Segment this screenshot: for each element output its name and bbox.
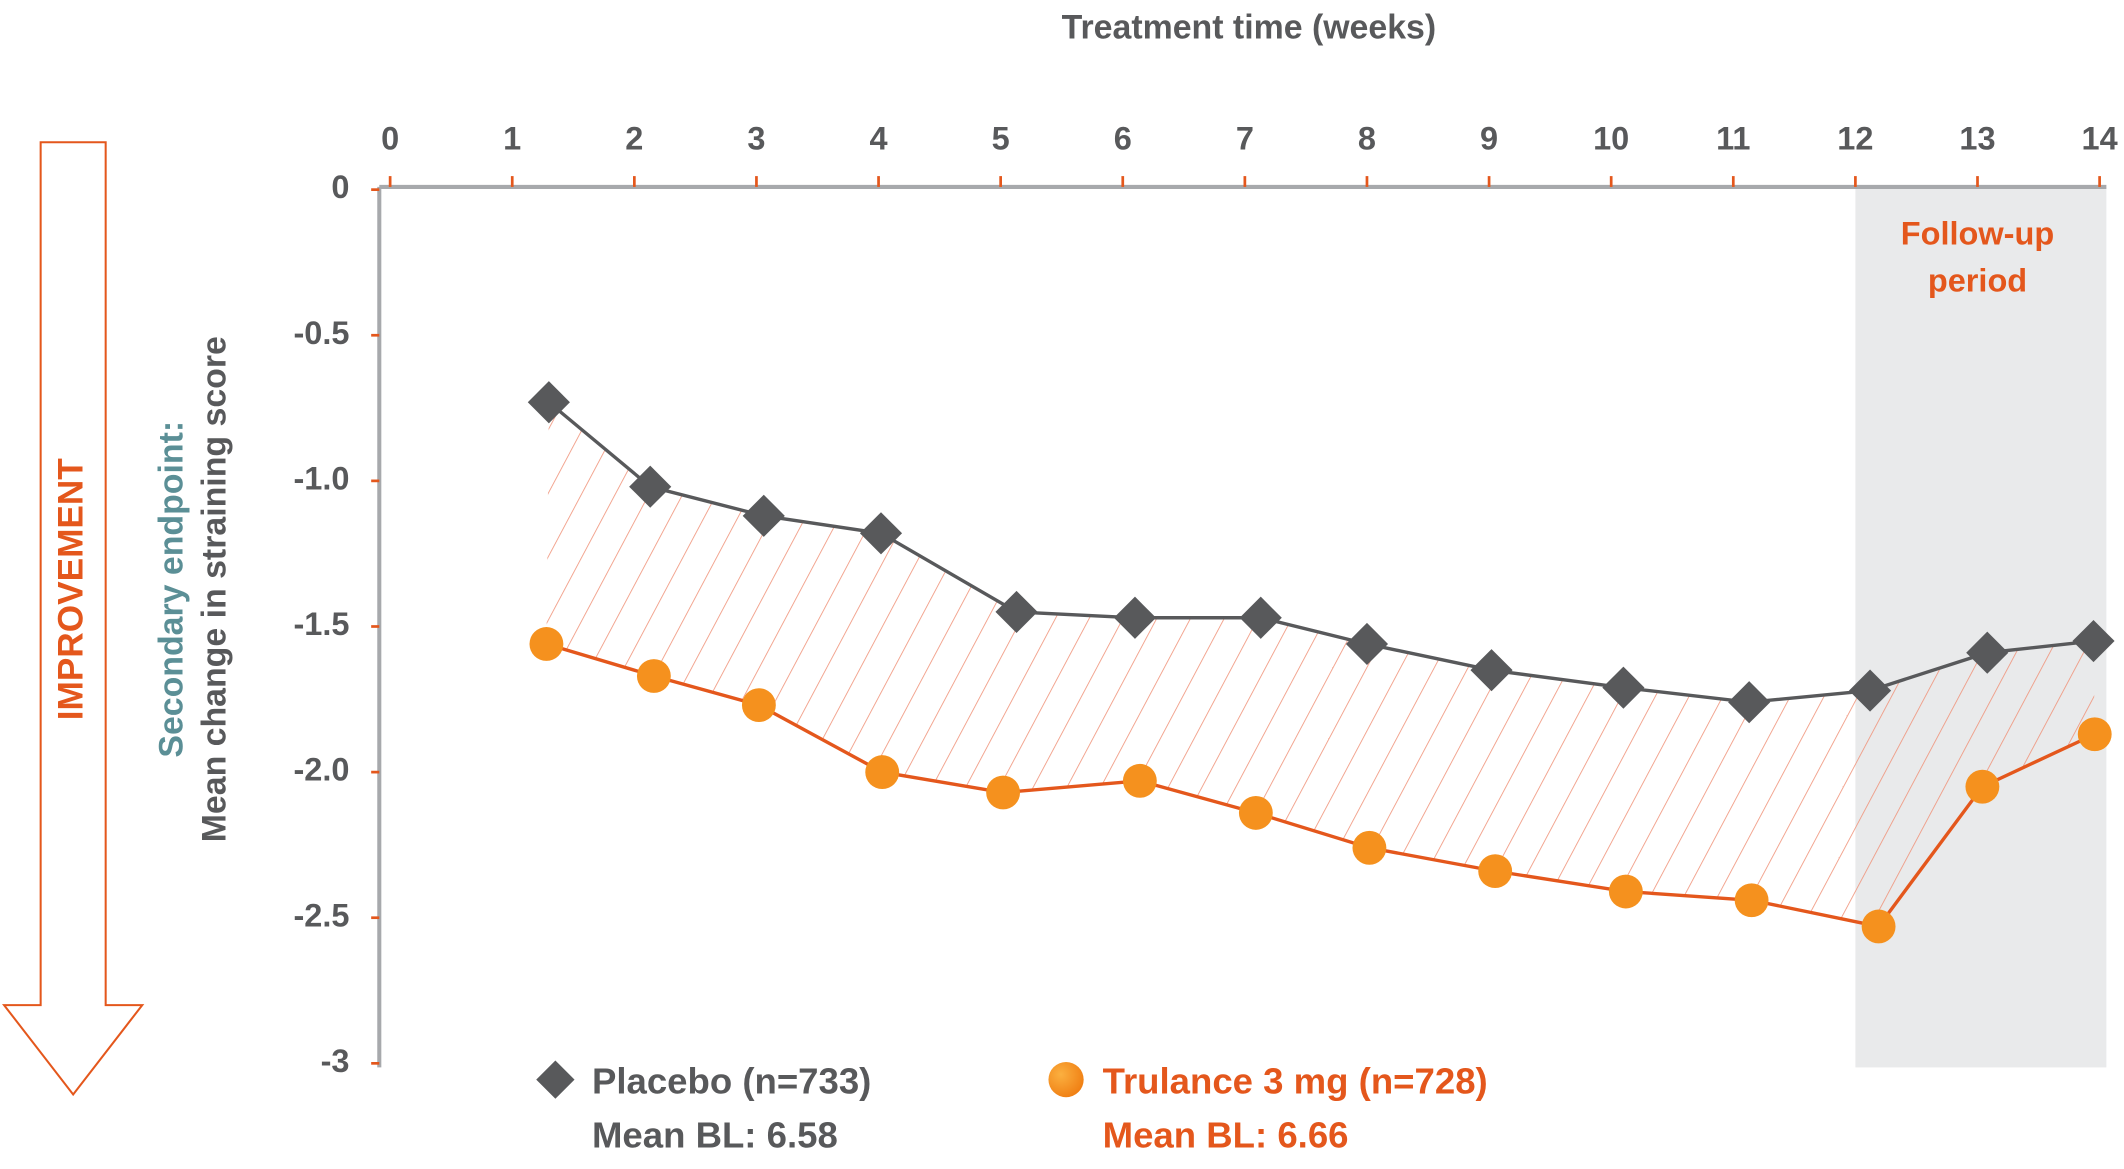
- trulance-marker: [986, 775, 1021, 810]
- x-tick-label: 1: [503, 120, 521, 156]
- y-tick-label: -0.5: [293, 315, 349, 351]
- trulance-marker: [1478, 854, 1513, 889]
- placebo-marker: [1728, 681, 1771, 724]
- trulance-marker: [741, 688, 776, 723]
- difference-hatch: [546, 402, 2095, 927]
- follow-up-label: Follow-up: [1901, 215, 2054, 251]
- y-tick-label: -1.5: [293, 606, 349, 642]
- legend-label: Placebo (n=733): [592, 1060, 871, 1101]
- legend-marker: [1048, 1061, 1084, 1098]
- improvement-label: IMPROVEMENT: [51, 458, 90, 721]
- trulance-marker: [529, 627, 564, 661]
- legend-baseline: Mean BL: 6.66: [1103, 1115, 1349, 1156]
- series-line: [545, 642, 2096, 929]
- trulance-marker: [1608, 874, 1643, 909]
- trulance-marker: [1238, 795, 1273, 830]
- trulance-marker: [1352, 830, 1387, 865]
- x-axis-label: Treatment time (weeks): [1062, 9, 1436, 47]
- x-tick-label: 4: [870, 120, 888, 156]
- trulance-marker: [2077, 717, 2112, 752]
- y-tick-label: -3: [321, 1043, 350, 1079]
- x-tick-label: 8: [1358, 120, 1376, 156]
- x-tick-label: 12: [1837, 120, 1873, 156]
- improvement-arrow: [2, 141, 145, 1097]
- placebo-marker: [742, 494, 785, 537]
- follow-up-region: [1855, 186, 2107, 1068]
- trulance-marker: [636, 659, 671, 693]
- x-tick-label: 3: [747, 120, 765, 156]
- y-tick-label: 0: [331, 169, 349, 205]
- x-tick-label: 11: [1716, 120, 1750, 156]
- x-tick-label: 9: [1480, 120, 1498, 156]
- y-tick-label: -2.0: [293, 752, 349, 788]
- placebo-marker: [629, 465, 672, 508]
- x-tick-label: 14: [2082, 120, 2118, 156]
- placebo-marker: [859, 512, 903, 555]
- y-axis-label: Mean change in straining score: [196, 336, 234, 842]
- placebo-marker: [2072, 619, 2115, 663]
- legend-marker: [536, 1060, 575, 1099]
- y-axis-label: Secondary endpoint:: [152, 421, 190, 758]
- x-tick-label: 2: [625, 120, 643, 156]
- follow-up-label: period: [1928, 263, 2027, 299]
- trulance-marker: [1122, 763, 1157, 798]
- x-tick-label: 5: [992, 120, 1010, 156]
- trulance-marker: [1965, 769, 2000, 804]
- trulance-marker: [1861, 909, 1896, 944]
- placebo-marker: [1848, 669, 1892, 712]
- x-tick-label: 13: [1959, 120, 1995, 156]
- y-tick-label: -1.0: [293, 460, 349, 496]
- legend-label: Trulance 3 mg (n=728): [1103, 1060, 1488, 1101]
- trulance-marker: [865, 755, 900, 790]
- series-line: [547, 400, 2094, 704]
- x-tick-label: 0: [381, 120, 399, 156]
- x-tick-label: 6: [1114, 120, 1132, 156]
- x-tick-label: 10: [1593, 120, 1629, 156]
- placebo-marker: [527, 381, 570, 424]
- placebo-marker: [995, 590, 1038, 634]
- y-tick-label: -2.5: [293, 897, 349, 933]
- legend-baseline: Mean BL: 6.58: [592, 1115, 838, 1156]
- trulance-marker: [1734, 883, 1769, 918]
- x-tick-label: 7: [1236, 120, 1254, 156]
- placebo-marker: [1470, 649, 1513, 692]
